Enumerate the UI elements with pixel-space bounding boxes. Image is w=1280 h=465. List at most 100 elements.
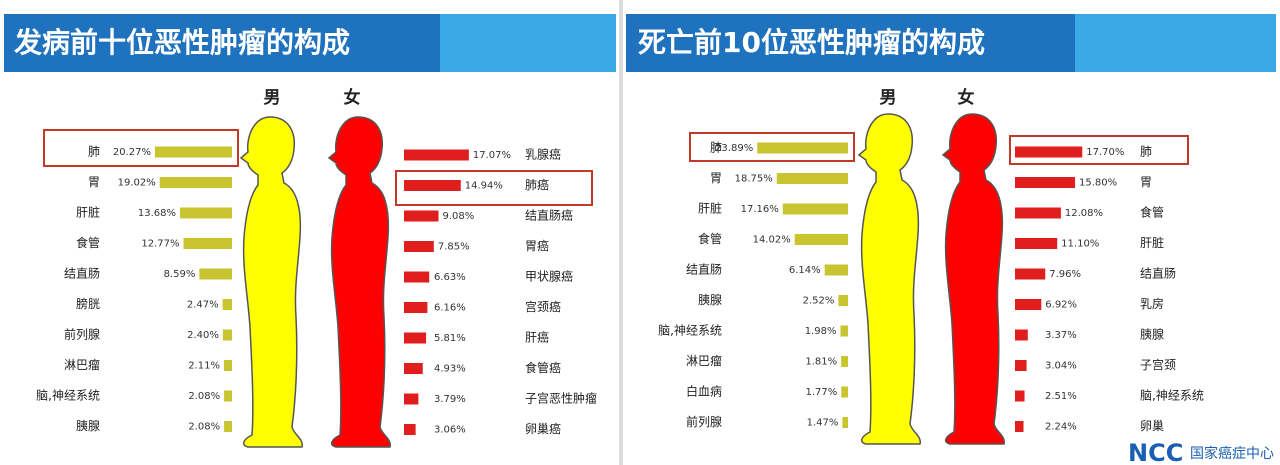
bar: [838, 295, 848, 306]
value-label: 12.08%: [1065, 208, 1103, 219]
bar: [223, 360, 232, 371]
category-label: 淋巴瘤: [686, 353, 722, 368]
category-label: 脑,神经系统: [1140, 389, 1204, 403]
category-label: 胰腺: [76, 419, 100, 433]
bar: [404, 332, 427, 344]
category-label: 胃: [88, 175, 100, 189]
category-label: 肝癌: [525, 330, 549, 345]
bar: [1015, 360, 1027, 371]
bar: [840, 325, 848, 337]
value-label: 1.98%: [805, 326, 837, 337]
value-label: 6.14%: [789, 265, 821, 276]
value-label: 6.16%: [434, 303, 466, 314]
category-label: 胰腺: [698, 293, 722, 307]
bar: [776, 173, 848, 184]
value-label: 11.10%: [1061, 239, 1099, 250]
bar: [404, 210, 439, 222]
bar: [404, 393, 419, 405]
bar: [199, 268, 232, 280]
bar: [1015, 146, 1083, 158]
category-label: 肝脏: [698, 201, 722, 216]
value-label: 1.77%: [805, 387, 837, 398]
value-label: 4.93%: [434, 364, 466, 375]
bar: [757, 142, 848, 154]
category-label: 淋巴瘤: [64, 357, 100, 372]
bar: [1015, 207, 1061, 219]
category-label: 卵巢癌: [525, 421, 561, 436]
value-label: 17.70%: [1086, 147, 1124, 158]
category-label: 食管: [76, 235, 100, 250]
bar: [404, 271, 430, 283]
value-label: 6.63%: [434, 272, 466, 283]
highlight-box: [689, 132, 855, 162]
value-label: 2.08%: [188, 391, 220, 402]
value-label: 8.59%: [164, 269, 196, 280]
bar: [154, 146, 232, 158]
value-label: 7.85%: [438, 242, 470, 253]
bar: [404, 149, 469, 161]
value-label: 19.02%: [118, 178, 156, 189]
category-label: 胰腺: [1140, 328, 1164, 342]
category-label: 子宫恶性肿瘤: [525, 391, 597, 406]
value-label: 13.68%: [138, 208, 176, 219]
category-label: 乳房: [1140, 296, 1164, 311]
category-label: 肺癌: [525, 177, 549, 192]
highlight-box: [1009, 135, 1189, 165]
category-label: 乳腺癌: [525, 147, 561, 162]
logo-mark: NCC: [1128, 439, 1183, 465]
bar: [1015, 238, 1058, 249]
bar: [222, 329, 232, 341]
category-label: 胃: [710, 171, 722, 185]
bar: [824, 264, 848, 276]
category-label: 结直肠: [1140, 267, 1176, 281]
value-label: 5.81%: [434, 333, 466, 344]
category-label: 食管: [698, 231, 722, 246]
title-bar-accent: [1075, 14, 1276, 72]
category-label: 宫颈癌: [525, 299, 561, 314]
value-label: 7.96%: [1049, 269, 1081, 280]
bar: [842, 417, 848, 428]
value-label: 2.51%: [1045, 391, 1077, 402]
bar: [224, 390, 232, 402]
value-label: 3.04%: [1045, 361, 1077, 372]
category-label: 脑,神经系统: [36, 389, 100, 403]
value-label: 2.40%: [187, 330, 219, 341]
legend-label: 女: [958, 87, 975, 108]
bar: [404, 424, 416, 435]
value-label: 23.89%: [715, 143, 753, 154]
bar: [841, 356, 848, 367]
value-label: 1.81%: [805, 357, 837, 368]
value-label: 17.16%: [741, 204, 779, 215]
value-label: 1.47%: [807, 418, 839, 429]
bar: [1015, 421, 1024, 432]
category-label: 肝脏: [76, 205, 100, 220]
value-label: 20.27%: [113, 147, 151, 158]
value-label: 14.02%: [753, 235, 791, 246]
category-label: 结直肠: [64, 267, 100, 281]
category-label: 前列腺: [64, 327, 100, 342]
value-label: 14.94%: [465, 181, 503, 192]
value-label: 18.75%: [735, 174, 773, 185]
category-label: 结直肠: [686, 263, 722, 277]
category-label: 食管: [1140, 205, 1164, 220]
value-label: 9.08%: [443, 211, 475, 222]
highlight-box: [395, 170, 593, 206]
value-label: 2.52%: [803, 296, 835, 307]
bar: [1015, 299, 1042, 310]
category-label: 食管癌: [525, 360, 561, 375]
category-label: 结直肠癌: [525, 208, 573, 223]
value-label: 17.07%: [473, 150, 511, 161]
value-label: 15.80%: [1079, 178, 1117, 189]
logo-text: 国家癌症中心: [1190, 445, 1274, 462]
title-bar-accent: [440, 14, 616, 72]
category-label: 卵巢: [1140, 419, 1164, 433]
value-label: 2.47%: [187, 300, 219, 311]
bar: [841, 386, 848, 398]
value-label: 3.06%: [434, 425, 466, 436]
bar: [180, 207, 232, 219]
bar: [1015, 177, 1076, 188]
bar: [1015, 268, 1046, 280]
value-label: 2.11%: [188, 361, 220, 372]
